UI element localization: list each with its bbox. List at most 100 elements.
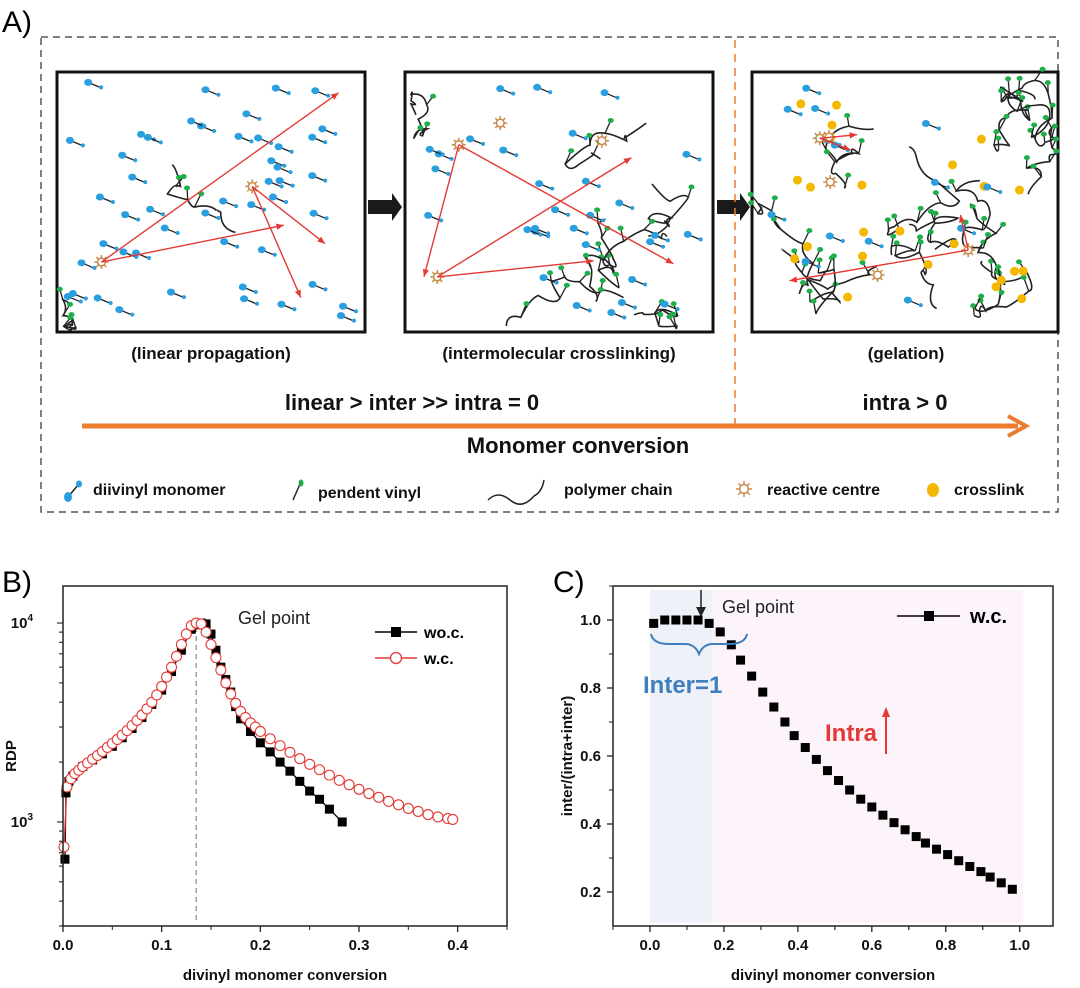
ray (246, 180, 250, 184)
vinyl-end (249, 139, 254, 144)
pendent-vinyl-end (582, 252, 589, 258)
vinyl-end (632, 305, 637, 310)
vinyl-end (288, 170, 293, 175)
pendent-vinyl-end (969, 203, 976, 209)
pendent-vinyl-end (998, 289, 1005, 295)
vinyl-end (903, 296, 912, 304)
polymer-chain (166, 164, 236, 234)
pendent-vinyl-end (845, 172, 852, 178)
data-point-wc (392, 799, 405, 811)
ray (746, 491, 751, 496)
reactive-centre-icon (736, 481, 752, 497)
vinyl-end (546, 234, 551, 239)
data-point-wc (175, 638, 187, 651)
data-point-woc (60, 854, 70, 864)
vinyl-end (449, 156, 454, 161)
ray (824, 176, 828, 180)
crosslink (858, 251, 868, 261)
vinyl-end (531, 224, 540, 232)
stage-box-frame (55, 70, 367, 334)
data-point-wc (822, 766, 832, 776)
chart-c-gel-arrow (696, 590, 706, 617)
vinyl-end (682, 150, 691, 158)
vinyl-end (425, 145, 434, 153)
pendent-vinyl-end (932, 210, 939, 216)
legend-crosslink: crosslink (954, 482, 1024, 499)
pendent-vinyl-end (1051, 123, 1058, 129)
vinyl-end (323, 287, 328, 292)
vinyl-end (216, 215, 221, 220)
legend-c-marker (924, 611, 934, 621)
pendent-vinyl-end (1019, 95, 1026, 101)
pendent-vinyl-end (1027, 127, 1034, 133)
ray (453, 147, 457, 151)
data-point-wc (811, 754, 821, 764)
conversion-label: Monomer conversion (467, 433, 689, 458)
diivinyl-monomer (220, 238, 240, 249)
diivinyl-monomer (166, 288, 186, 300)
monomer-icon (64, 480, 82, 502)
vinyl-end (802, 84, 811, 92)
crosslink (949, 239, 959, 249)
reaction-arrow (437, 260, 594, 278)
data-point-wc (313, 764, 326, 776)
vinyl-end (323, 140, 328, 145)
data-point-wc (704, 618, 714, 628)
regime-after-gel: intra > 0 (863, 390, 948, 415)
diivinyl-monomer (551, 206, 571, 217)
vinyl-end (158, 140, 163, 145)
diivinyl-monomer (68, 290, 88, 301)
vinyl-end (234, 132, 243, 140)
core (597, 136, 607, 146)
ray (831, 139, 835, 143)
vinyl-end (801, 257, 810, 265)
pendent-vinyl-end (995, 264, 1002, 270)
legend-c-label: w.c. (969, 606, 1007, 628)
data-point-wc (856, 794, 866, 804)
diivinyl-monomer (143, 133, 163, 145)
pendent-vinyl-end (884, 217, 891, 223)
polymer-chain-icon (487, 479, 545, 505)
diivinyl-monomer (825, 232, 845, 244)
vinyl-end (879, 244, 884, 249)
data-point-wc (867, 802, 877, 812)
data-point-wc (747, 671, 757, 681)
vinyl-end (683, 230, 692, 238)
diivinyl-monomer (273, 163, 293, 175)
vinyl-end (551, 206, 560, 214)
vinyl-end (274, 143, 283, 151)
pendent-vinyl-end (1023, 155, 1030, 161)
stage-box-1 (55, 70, 367, 334)
ray (746, 482, 751, 487)
vinyl-end (108, 300, 113, 305)
diivinyl-monomer (238, 283, 258, 294)
crosslink (976, 134, 986, 144)
pendent-vinyl-end (1044, 80, 1051, 86)
vinyl-end (583, 136, 588, 141)
vinyl-end (650, 231, 659, 239)
vinyl-end (998, 189, 1003, 194)
vinyl-end (247, 201, 256, 209)
regime-before-gel: linear > inter >> intra = 0 (285, 390, 539, 415)
pendent-vinyl-end (67, 315, 74, 321)
ray (95, 256, 99, 260)
pendent-vinyl-end (56, 286, 63, 292)
ray (879, 277, 883, 281)
vinyl-end (289, 149, 294, 154)
data-point-woc (211, 645, 221, 655)
reactive-centre-icon (823, 175, 838, 190)
reaction-arrow-head (959, 214, 966, 223)
reaction-arrow (423, 144, 460, 277)
pendent-vinyl-end (984, 231, 991, 237)
vinyl-end (83, 296, 88, 301)
ray (494, 117, 498, 121)
y-tick-label: 0.8 (580, 680, 601, 697)
pendent-vinyl-end (927, 229, 934, 235)
ray (737, 482, 742, 487)
ray (596, 135, 600, 139)
ray (502, 117, 506, 121)
data-point-wc (254, 725, 266, 738)
data-point-wc (889, 818, 899, 828)
